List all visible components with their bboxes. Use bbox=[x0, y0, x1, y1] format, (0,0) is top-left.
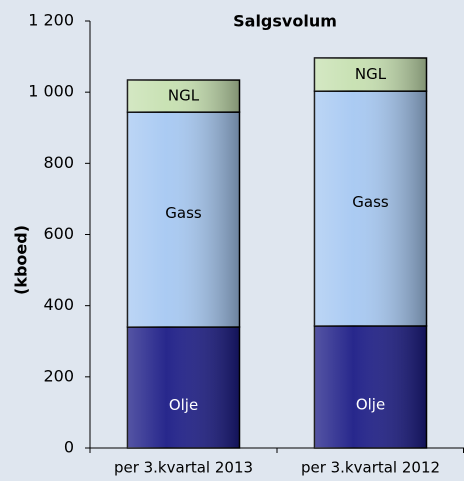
y-tick-label: 200 bbox=[43, 366, 74, 385]
segment-label: Gass bbox=[352, 193, 389, 211]
chart-title: Salgsvolum bbox=[233, 12, 337, 31]
x-tick-label: per 3.kvartal 2012 bbox=[301, 459, 440, 477]
bar-segment bbox=[313, 325, 428, 449]
segment-label: NGL bbox=[355, 65, 387, 83]
y-tick-label: 400 bbox=[43, 295, 74, 314]
bar-segment bbox=[126, 326, 241, 449]
segment-label: NGL bbox=[168, 87, 200, 105]
y-tick-label: 600 bbox=[43, 224, 74, 243]
y-tick-label: 800 bbox=[43, 153, 74, 172]
y-tick-label: 1 200 bbox=[28, 11, 74, 30]
segment-label: Olje bbox=[356, 395, 385, 413]
segment-label: Olje bbox=[169, 396, 198, 414]
x-tick-label: per 3.kvartal 2013 bbox=[114, 459, 253, 477]
y-tick-label: 0 bbox=[64, 438, 74, 457]
y-tick-label: 1 000 bbox=[28, 82, 74, 101]
y-axis-label: (kboed) bbox=[12, 225, 31, 295]
segment-label: Gass bbox=[165, 204, 202, 222]
